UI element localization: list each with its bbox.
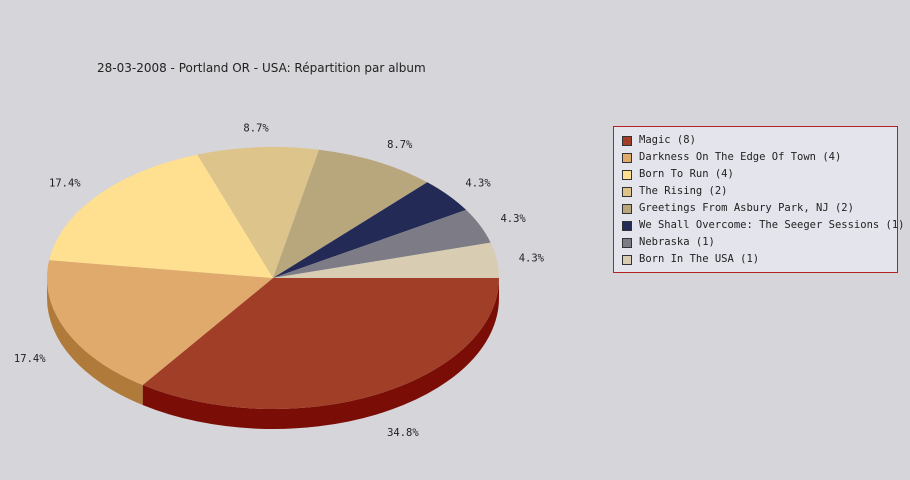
pie-percent-label: 17.4% [14, 353, 46, 365]
legend-label: The Rising (2) [639, 185, 728, 197]
legend-swatch [622, 170, 632, 180]
legend-item: We Shall Overcome: The Seeger Sessions (… [614, 219, 905, 236]
legend-swatch [622, 153, 632, 163]
pie-side-1 [142, 278, 500, 430]
legend-item: Greetings From Asbury Park, NJ (2) [614, 202, 897, 219]
legend-item: Nebraska (1) [614, 236, 897, 253]
legend-swatch [622, 204, 632, 214]
legend-label: Born In The USA (1) [639, 253, 760, 265]
legend-label: Born To Run (4) [639, 168, 734, 180]
pie-slice-2 [47, 260, 274, 386]
pie-percent-label: 4.3% [519, 252, 545, 264]
legend-label: Greetings From Asbury Park, NJ (2) [639, 202, 854, 214]
pie-slice-8 [273, 242, 499, 278]
legend-label: Darkness On The Edge Of Town (4) [639, 151, 842, 163]
chart-title: 28-03-2008 - Portland OR - USA: Répartit… [97, 61, 426, 75]
pie-slice-5 [273, 149, 428, 278]
legend-swatch [622, 221, 632, 231]
pie-percent-label: 17.4% [49, 178, 81, 190]
pie-percent-label: 8.7% [243, 122, 269, 134]
legend-label: Nebraska (1) [639, 236, 715, 248]
legend-item: The Rising (2) [614, 185, 897, 202]
pie-slice-6 [273, 182, 467, 278]
pie-percent-label: 4.3% [500, 213, 526, 225]
pie-side-walls [47, 278, 500, 430]
pie-slice-1 [142, 278, 500, 409]
legend-item: Magic (8) [614, 134, 897, 151]
legend-swatch [622, 255, 632, 265]
legend-item: Born To Run (4) [614, 168, 897, 185]
legend-label: Magic (8) [639, 134, 696, 146]
pie-slice-4 [197, 147, 319, 278]
pie-percent-label: 4.3% [465, 178, 491, 190]
legend-swatch [622, 187, 632, 197]
pie-slice-3 [49, 154, 273, 278]
pie-slice-7 [273, 209, 491, 278]
pie-side-2 [47, 278, 143, 406]
chart-legend: Magic (8) Darkness On The Edge Of Town (4… [613, 126, 905, 273]
legend-item: Darkness On The Edge Of Town (4) [614, 151, 897, 168]
pie-percent-label: 34.8% [387, 427, 419, 439]
pie-percent-label: 8.7% [387, 139, 413, 151]
legend-swatch [622, 238, 632, 248]
legend-swatch [622, 136, 632, 146]
legend-label: We Shall Overcome: The Seeger Sessions (… [639, 219, 905, 231]
legend-item: Born In The USA (1) [614, 253, 897, 270]
